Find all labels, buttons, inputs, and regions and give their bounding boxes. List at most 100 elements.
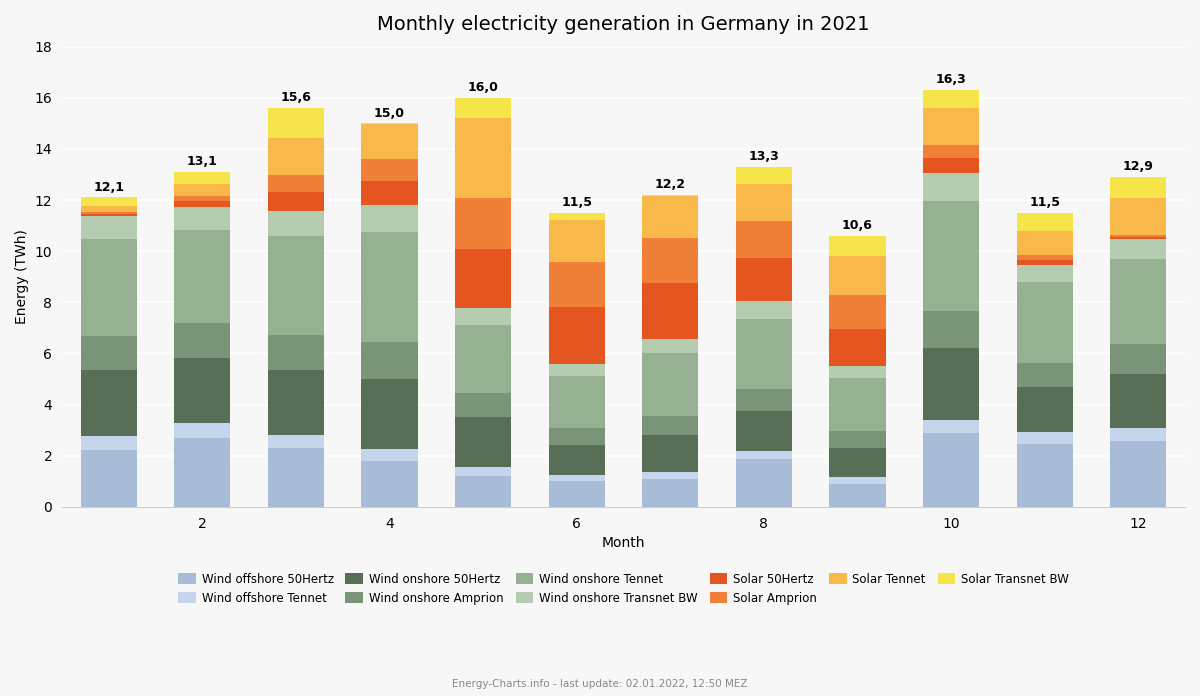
Bar — [455, 198, 511, 248]
Bar — [1110, 345, 1166, 374]
Bar — [361, 159, 418, 180]
Bar — [923, 420, 979, 433]
Bar — [736, 389, 792, 411]
Bar — [455, 476, 511, 507]
Bar — [268, 211, 324, 236]
Bar — [548, 363, 605, 376]
Bar — [829, 484, 886, 507]
Text: 13,3: 13,3 — [749, 150, 779, 163]
Bar — [80, 436, 137, 450]
Bar — [923, 173, 979, 200]
Bar — [736, 411, 792, 450]
Bar — [736, 301, 792, 319]
Bar — [548, 481, 605, 507]
Bar — [736, 459, 792, 507]
Text: 15,0: 15,0 — [374, 106, 406, 120]
Bar — [642, 479, 698, 507]
Bar — [1110, 374, 1166, 428]
Bar — [1110, 441, 1166, 507]
Bar — [455, 393, 511, 417]
Bar — [829, 295, 886, 329]
Bar — [361, 379, 418, 450]
Bar — [642, 354, 698, 416]
Bar — [80, 212, 137, 214]
Bar — [548, 220, 605, 262]
Text: Energy-Charts.info - last update: 02.01.2022, 12:50 MEZ: Energy-Charts.info - last update: 02.01.… — [452, 679, 748, 689]
Bar — [923, 200, 979, 310]
Bar — [736, 184, 792, 221]
Bar — [829, 255, 886, 295]
Bar — [923, 433, 979, 507]
Bar — [1110, 177, 1166, 198]
Bar — [268, 435, 324, 448]
Bar — [642, 283, 698, 338]
Bar — [268, 236, 324, 335]
Bar — [736, 167, 792, 184]
Bar — [455, 98, 511, 118]
Bar — [455, 308, 511, 325]
Bar — [829, 448, 886, 477]
Bar — [174, 172, 230, 184]
Bar — [736, 258, 792, 301]
Bar — [642, 196, 698, 238]
Bar — [80, 216, 137, 239]
Bar — [923, 347, 979, 420]
Text: 15,6: 15,6 — [281, 91, 312, 104]
Bar — [174, 230, 230, 324]
Bar — [268, 175, 324, 192]
Bar — [829, 366, 886, 379]
Bar — [923, 90, 979, 108]
Legend: Wind offshore 50Hertz, Wind offshore Tennet, Wind onshore 50Hertz, Wind onshore : Wind offshore 50Hertz, Wind offshore Ten… — [173, 568, 1074, 609]
Bar — [1016, 255, 1073, 260]
Bar — [455, 325, 511, 393]
Bar — [736, 450, 792, 459]
X-axis label: Month: Month — [601, 536, 646, 550]
Bar — [642, 238, 698, 283]
Text: 16,0: 16,0 — [468, 81, 498, 94]
Bar — [268, 108, 324, 138]
Bar — [923, 145, 979, 158]
Bar — [1110, 259, 1166, 345]
Bar — [548, 262, 605, 307]
Bar — [923, 158, 979, 173]
Bar — [736, 221, 792, 258]
Bar — [829, 477, 886, 484]
Bar — [548, 307, 605, 363]
Text: 10,6: 10,6 — [842, 219, 872, 232]
Bar — [174, 207, 230, 230]
Bar — [1110, 198, 1166, 235]
Bar — [923, 310, 979, 347]
Bar — [361, 125, 418, 159]
Bar — [455, 118, 511, 198]
Bar — [174, 200, 230, 207]
Bar — [548, 429, 605, 445]
Title: Monthly electricity generation in Germany in 2021: Monthly electricity generation in German… — [377, 15, 870, 34]
Bar — [361, 232, 418, 342]
Bar — [642, 435, 698, 472]
Bar — [80, 239, 137, 335]
Bar — [1016, 444, 1073, 507]
Bar — [923, 108, 979, 145]
Y-axis label: Energy (TWh): Energy (TWh) — [16, 229, 29, 324]
Bar — [268, 192, 324, 211]
Bar — [361, 123, 418, 125]
Text: 13,1: 13,1 — [187, 155, 218, 168]
Text: 16,3: 16,3 — [936, 73, 966, 86]
Bar — [361, 180, 418, 205]
Bar — [829, 431, 886, 448]
Bar — [80, 214, 137, 216]
Bar — [642, 472, 698, 479]
Bar — [829, 236, 886, 255]
Bar — [268, 335, 324, 370]
Bar — [361, 450, 418, 461]
Bar — [174, 438, 230, 507]
Bar — [361, 342, 418, 379]
Bar — [1016, 264, 1073, 282]
Bar — [736, 319, 792, 389]
Text: 11,5: 11,5 — [1030, 196, 1060, 209]
Bar — [268, 448, 324, 507]
Bar — [829, 379, 886, 431]
Bar — [1110, 428, 1166, 441]
Bar — [361, 205, 418, 232]
Bar — [80, 198, 137, 206]
